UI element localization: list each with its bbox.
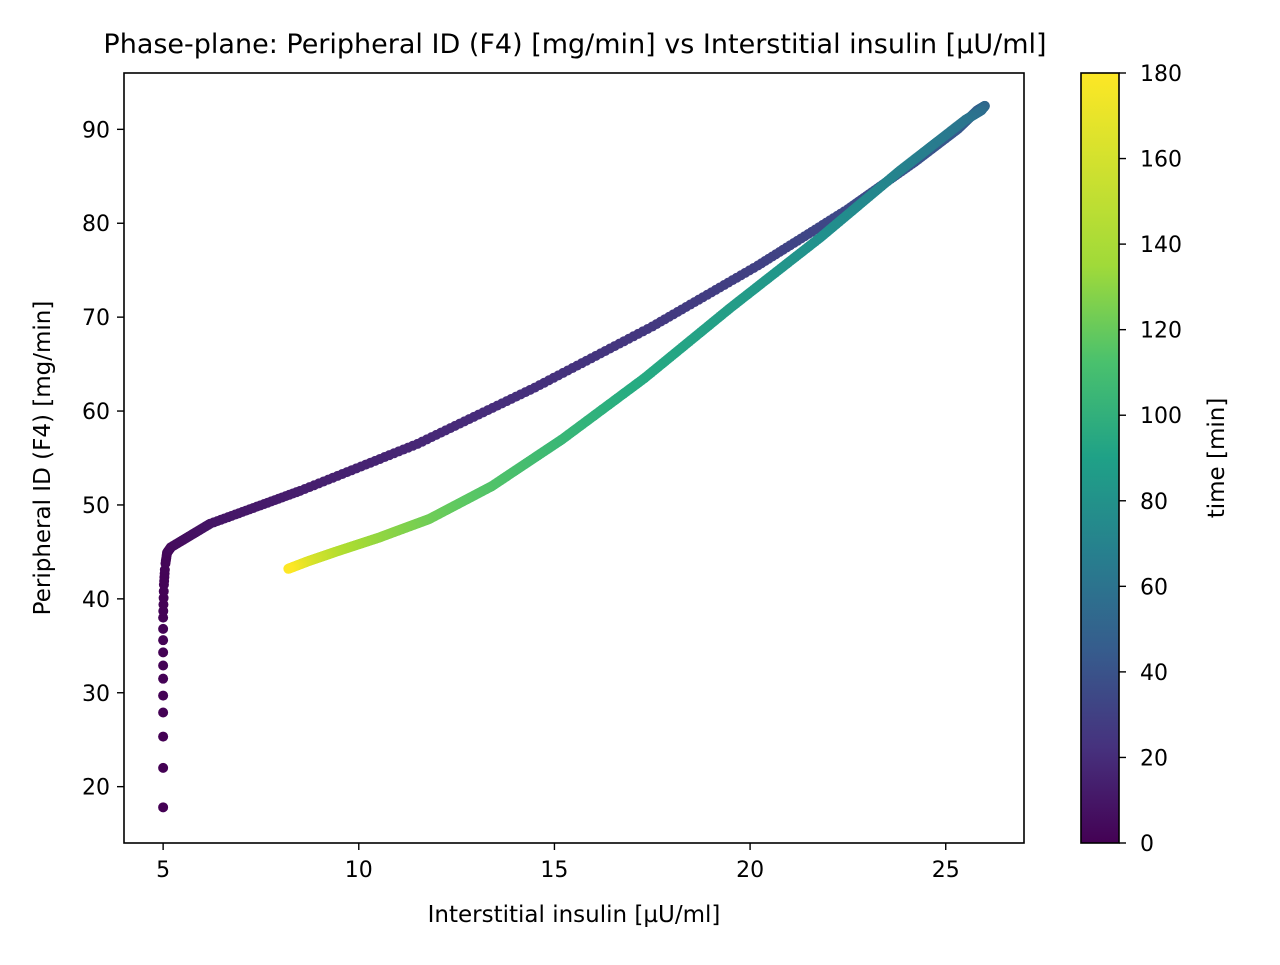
y-tick-label: 70 <box>82 306 110 331</box>
x-tick-label: 20 <box>736 858 764 883</box>
colorbar <box>1080 72 1120 844</box>
trajectory-point <box>158 623 169 634</box>
y-tick-label: 20 <box>82 776 110 801</box>
x-tick-label: 10 <box>345 858 373 883</box>
colorbar-tick-label: 140 <box>1140 233 1182 258</box>
colorbar-tick-label: 120 <box>1140 319 1182 344</box>
colorbar-tick-label: 100 <box>1140 404 1182 429</box>
colorbar-tick-label: 80 <box>1140 490 1168 515</box>
trajectory-point <box>158 802 169 813</box>
colorbar-tick-label: 60 <box>1140 575 1168 600</box>
y-tick-label: 90 <box>82 118 110 143</box>
y-tick-label: 60 <box>82 400 110 425</box>
y-tick-label: 40 <box>82 588 110 613</box>
y-tick-label: 50 <box>82 494 110 519</box>
trajectory-point <box>158 762 169 773</box>
trajectory-point <box>158 690 169 701</box>
colorbar-tick-label: 180 <box>1140 62 1182 87</box>
trajectory-point <box>158 673 169 684</box>
trajectory-point <box>158 707 169 718</box>
trajectory-point <box>158 635 169 646</box>
colorbar-ticks: 0 20 40 60 80 100 120 140 160 180 <box>1119 62 1182 857</box>
trajectory-point <box>158 660 169 671</box>
x-axis-label: Interstitial insulin [µU/ml] <box>428 902 721 928</box>
y-tick-label: 30 <box>82 682 110 707</box>
chart-title: Phase-plane: Peripheral ID (F4) [mg/min]… <box>103 29 1046 60</box>
x-tick-label: 25 <box>932 858 960 883</box>
colorbar-tick-label: 40 <box>1140 661 1168 686</box>
x-axis-ticks: 5 10 15 20 25 <box>156 843 960 883</box>
colorbar-tick-label: 160 <box>1140 148 1182 173</box>
y-axis-ticks: 20 30 40 50 60 70 80 90 <box>82 118 124 801</box>
plot-area <box>158 100 990 813</box>
colorbar-tick-label: 0 <box>1140 832 1154 857</box>
colorbar-tick-label: 20 <box>1140 746 1168 771</box>
plot-frame <box>123 72 1025 844</box>
x-tick-label: 5 <box>156 858 170 883</box>
colorbar-label: time [min] <box>1204 398 1230 519</box>
trajectory-point <box>158 647 169 658</box>
trajectory-point <box>283 563 294 574</box>
y-tick-label: 80 <box>82 212 110 237</box>
y-axis-label: Peripheral ID (F4) [mg/min] <box>30 301 56 616</box>
x-tick-label: 15 <box>540 858 568 883</box>
trajectory-point <box>158 731 169 742</box>
